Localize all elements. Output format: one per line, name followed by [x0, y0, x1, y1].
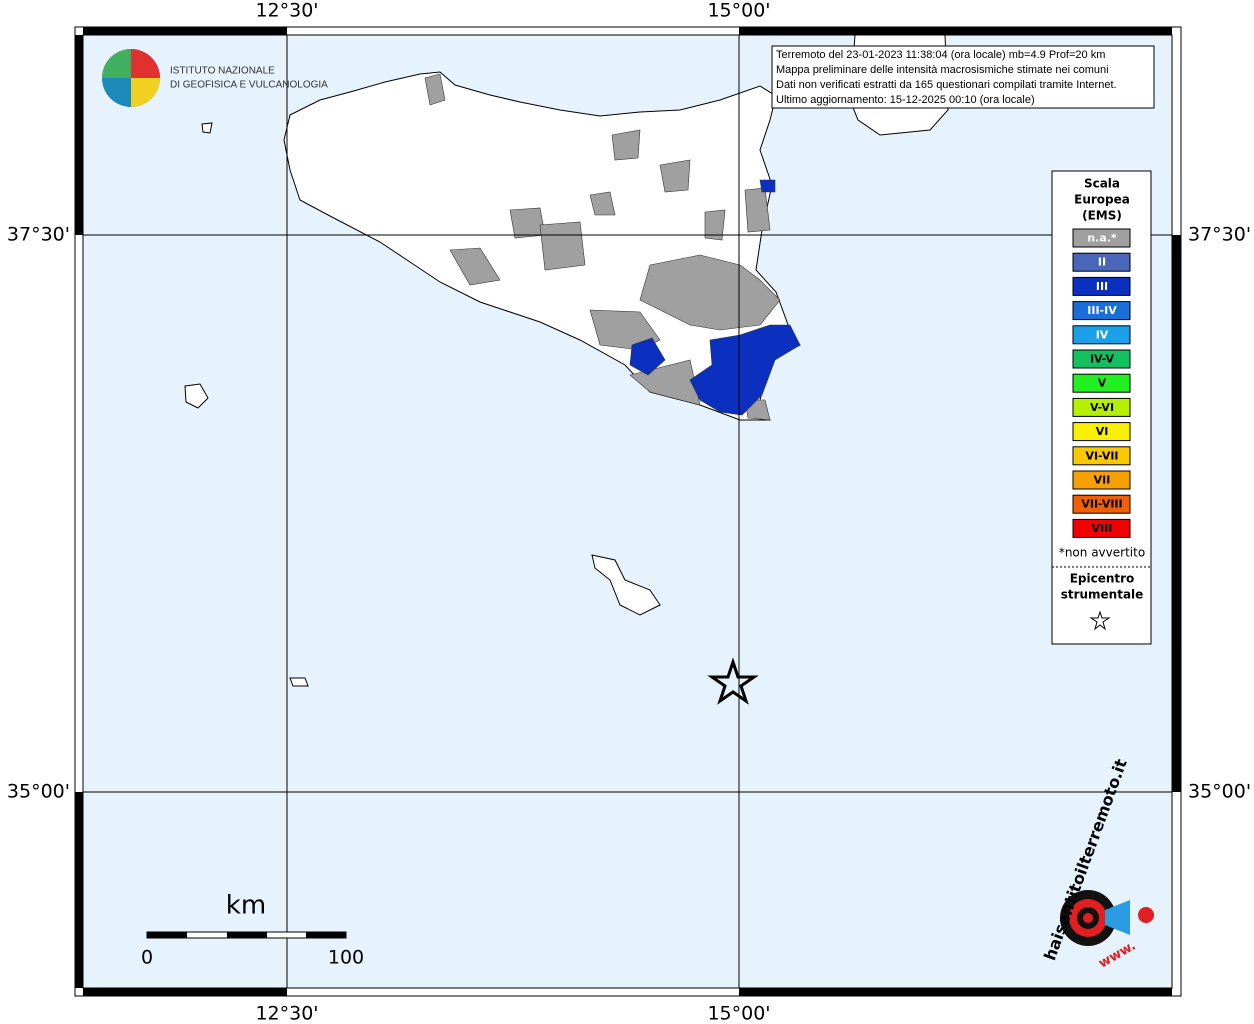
legend-swatch	[1072, 252, 1131, 272]
legend-swatch	[1072, 397, 1131, 417]
legend-swatch	[1072, 422, 1131, 442]
lon-label: 15°00'	[707, 0, 770, 22]
lon-label: 15°00'	[707, 1003, 770, 1024]
legend-swatch	[1072, 373, 1131, 393]
legend-label: VII	[1094, 474, 1111, 487]
legend-swatch	[1072, 349, 1131, 369]
legend-swatch	[1072, 301, 1131, 321]
lat-label: 35°00'	[1188, 781, 1251, 803]
legend-label: V-VI	[1090, 401, 1114, 414]
legend-note: *non avvertito	[1059, 546, 1145, 560]
info-line: Ultimo aggiornamento: 15-12-2025 00:10 (…	[776, 94, 1035, 106]
legend-swatch	[1072, 446, 1131, 466]
legend-label: IV-V	[1090, 353, 1115, 366]
legend-label: V	[1098, 377, 1107, 390]
lat-label: 35°00'	[7, 781, 70, 803]
lat-label: 37°30'	[1188, 224, 1251, 246]
legend-label: III	[1096, 280, 1108, 293]
legend-label: VII-VIII	[1081, 498, 1122, 511]
legend-title: Europea	[1074, 193, 1130, 207]
lon-label: 12°30'	[255, 1003, 318, 1024]
scale-unit: km	[226, 891, 266, 921]
lat-label: 37°30'	[7, 224, 70, 246]
legend-label: VI	[1096, 425, 1109, 438]
legend-title: Scala	[1084, 177, 1120, 191]
lon-label: 12°30'	[255, 0, 318, 22]
scale-start: 0	[141, 947, 153, 969]
logo-text: ISTITUTO NAZIONALE	[170, 66, 275, 77]
info-line: Terremoto del 23-01-2023 11:38:04 (ora l…	[776, 49, 1105, 61]
legend-epicenter: Epicentro	[1070, 572, 1135, 586]
legend-label: II	[1098, 256, 1106, 269]
legend-label: n.a.*	[1087, 232, 1117, 245]
scale-bar	[146, 931, 347, 939]
info-line: Dati non verificati estratti da 165 ques…	[776, 79, 1117, 91]
legend-swatch	[1072, 325, 1131, 345]
legend-label: IV	[1096, 328, 1109, 341]
graticule	[83, 35, 1172, 988]
legend-swatch	[1072, 494, 1131, 514]
legend-swatch	[1072, 470, 1131, 490]
epicenter-star	[707, 657, 759, 705]
logo	[102, 49, 160, 107]
badge	[1060, 890, 1154, 946]
logo-text: DI GEOFISICA E VULCANOLOGIA	[170, 80, 328, 91]
scale-end: 100	[328, 947, 364, 969]
legend-swatch	[1072, 276, 1131, 296]
legend-label: VI-VII	[1085, 449, 1118, 462]
legend-epicenter: strumentale	[1061, 588, 1144, 602]
legend-swatch	[1072, 228, 1131, 248]
info-line: Mappa preliminare delle intensità macros…	[776, 64, 1109, 76]
legend-label: III-IV	[1087, 304, 1117, 317]
municipalities	[424, 73, 801, 421]
legend-label: VIII	[1092, 522, 1113, 535]
legend-title: (EMS)	[1082, 209, 1122, 223]
legend-swatch	[1072, 518, 1131, 538]
info-box	[771, 45, 1155, 109]
legend-star	[1089, 610, 1111, 631]
frame-ticks	[75, 27, 1181, 996]
